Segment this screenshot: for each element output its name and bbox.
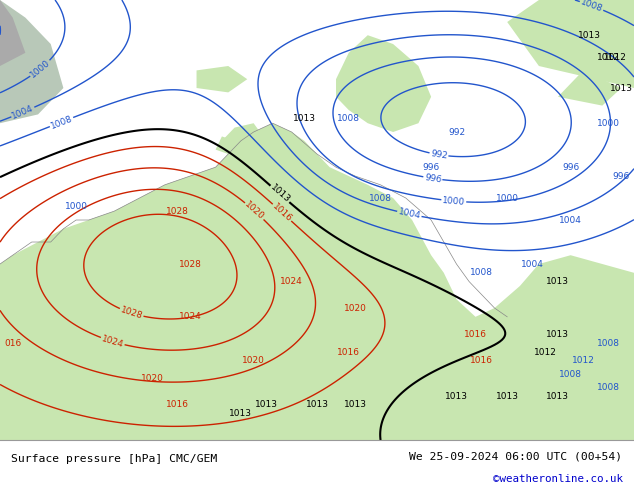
Text: 1013: 1013 [306,400,328,409]
Text: 1024: 1024 [100,334,125,349]
Text: 1013: 1013 [230,409,252,418]
Text: 992: 992 [430,149,448,161]
Text: 1020: 1020 [243,200,266,222]
Text: 1013: 1013 [344,400,366,409]
Text: 1000: 1000 [442,196,465,207]
Text: We 25-09-2024 06:00 UTC (00+54): We 25-09-2024 06:00 UTC (00+54) [410,451,623,461]
Text: 1004: 1004 [397,207,422,221]
Text: 1013: 1013 [578,31,601,40]
Text: 1016: 1016 [470,356,493,366]
Text: 1004: 1004 [521,260,544,269]
Text: ©weatheronline.co.uk: ©weatheronline.co.uk [493,474,623,484]
Text: 1000: 1000 [496,194,519,202]
Polygon shape [336,35,431,132]
Text: 1016: 1016 [464,330,487,339]
Text: 1024: 1024 [280,277,303,286]
Text: 1012: 1012 [597,53,620,62]
Text: 1013: 1013 [610,83,633,93]
Text: 1000: 1000 [29,58,52,79]
Text: 1013: 1013 [547,392,569,400]
Text: 1013: 1013 [445,392,468,400]
Polygon shape [0,0,63,123]
Text: 1016: 1016 [337,347,360,357]
Polygon shape [0,0,25,66]
Text: 1008: 1008 [579,0,604,14]
Text: 1016: 1016 [271,201,294,223]
Polygon shape [197,66,247,93]
Text: 1028: 1028 [179,260,202,269]
Polygon shape [222,123,266,158]
Text: 1008: 1008 [559,369,582,378]
Text: 1020: 1020 [242,356,265,366]
Text: 1013: 1013 [547,277,569,286]
Text: 1028: 1028 [119,305,144,321]
Text: 1012: 1012 [604,53,626,62]
Polygon shape [0,123,634,440]
Polygon shape [393,330,634,440]
Text: 1008: 1008 [337,114,360,123]
Text: 1012: 1012 [572,356,595,366]
Text: 1004: 1004 [11,103,35,121]
Text: 1013: 1013 [547,330,569,339]
Text: 1013: 1013 [268,183,292,205]
Text: 1008: 1008 [369,194,392,202]
Text: 1013: 1013 [255,400,278,409]
Text: 996: 996 [422,163,440,172]
Text: 996: 996 [612,172,630,180]
Text: 1016: 1016 [166,400,189,409]
Polygon shape [216,136,235,154]
Text: 1004: 1004 [559,216,582,224]
Text: 1008: 1008 [49,114,74,130]
Text: 1020: 1020 [344,303,366,313]
Text: 1008: 1008 [470,269,493,277]
Text: 016: 016 [4,339,22,348]
Polygon shape [558,71,621,106]
Text: 1020: 1020 [141,374,164,383]
Polygon shape [507,0,634,88]
Text: 1024: 1024 [179,312,202,321]
Text: 1013: 1013 [293,114,316,123]
Text: 996: 996 [424,172,442,184]
Text: Surface pressure [hPa] CMC/GEM: Surface pressure [hPa] CMC/GEM [11,454,217,464]
Text: 1000: 1000 [65,202,87,211]
Text: 1012: 1012 [534,347,557,357]
Text: 992: 992 [448,127,465,137]
Text: 996: 996 [562,163,579,172]
Text: 1008: 1008 [597,383,620,392]
Text: 1028: 1028 [166,207,189,216]
Text: 1013: 1013 [496,392,519,400]
Text: 1008: 1008 [597,339,620,348]
Text: 1000: 1000 [597,119,620,128]
